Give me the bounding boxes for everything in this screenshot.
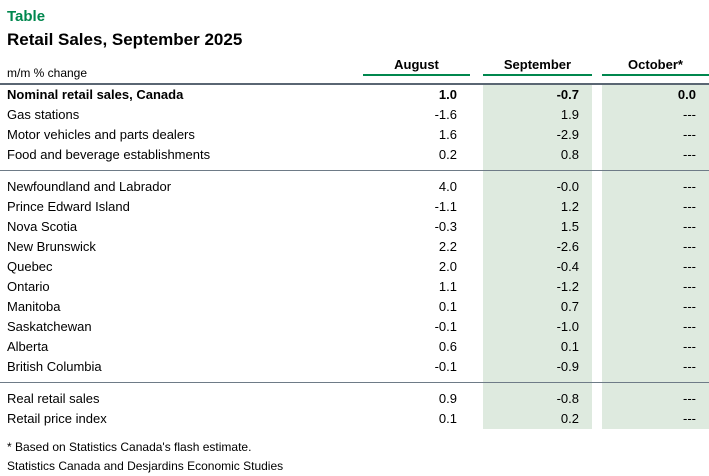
cell-september: -0.0 (556, 179, 579, 194)
cell-august: 1.6 (438, 127, 457, 142)
table-row: Manitoba 0.1 0.7 --- (0, 297, 709, 317)
cell-september: 1.5 (560, 219, 579, 234)
row-label: Gas stations (7, 107, 80, 122)
row-label: British Columbia (7, 359, 102, 374)
cell-august: -1.1 (434, 199, 457, 214)
cell-august: 4.0 (438, 179, 457, 194)
table-row: Prince Edward Island -1.1 1.2 --- (0, 197, 709, 217)
cell-august: -0.1 (434, 319, 457, 334)
cell-september: 0.8 (560, 147, 579, 162)
cell-september: -2.6 (556, 239, 579, 254)
table-kicker: Table (7, 8, 46, 25)
row-label: Quebec (7, 259, 53, 274)
cell-september: -1.2 (556, 279, 579, 294)
row-label: Alberta (7, 339, 49, 354)
cell-august: 1.1 (438, 279, 457, 294)
cell-october: --- (683, 259, 696, 274)
table-row: Saskatchewan -0.1 -1.0 --- (0, 317, 709, 337)
cell-september: 0.1 (560, 339, 579, 354)
cell-october: --- (683, 411, 696, 426)
table-row: Alberta 0.6 0.1 --- (0, 337, 709, 357)
cell-august: 0.1 (438, 299, 457, 314)
row-label: Real retail sales (7, 391, 100, 406)
table-row: Quebec 2.0 -0.4 --- (0, 257, 709, 277)
table-body: Nominal retail sales, Canada 1.0 -0.7 0.0 Ga… (0, 85, 709, 429)
september-column-shading (483, 85, 592, 429)
october-column-shading (602, 85, 709, 429)
cell-october: --- (683, 359, 696, 374)
cell-august: 2.2 (438, 239, 457, 254)
row-label: Newfoundland and Labrador (7, 179, 172, 194)
cell-september: -2.9 (556, 127, 579, 142)
row-label: Food and beverage establishments (7, 147, 211, 162)
cell-september: -0.9 (556, 359, 579, 374)
footnote-source: Statistics Canada and Desjardins Economi… (7, 459, 284, 473)
cell-october: --- (683, 147, 696, 162)
cell-september: -0.8 (556, 391, 579, 406)
cell-september: -1.0 (556, 319, 579, 334)
table-row: British Columbia -0.1 -0.9 --- (0, 357, 709, 377)
section-divider (0, 170, 709, 171)
page-title: Retail Sales, September 2025 (7, 30, 243, 49)
cell-august: -1.6 (434, 107, 457, 122)
cell-september: 0.7 (560, 299, 579, 314)
row-label: Nova Scotia (7, 219, 78, 234)
cell-october: --- (683, 239, 696, 254)
footnotes: * Based on Statistics Canada's flash est… (0, 438, 709, 476)
column-header-october: October* (602, 57, 709, 76)
row-label: New Brunswick (7, 239, 96, 254)
cell-august: 0.1 (438, 411, 457, 426)
cell-august: 1.0 (438, 87, 457, 102)
cell-october: --- (683, 127, 696, 142)
cell-september: 1.2 (560, 199, 579, 214)
row-label: Motor vehicles and parts dealers (7, 127, 195, 142)
row-label: Nominal retail sales, Canada (7, 87, 184, 102)
row-label: Manitoba (7, 299, 61, 314)
cell-september: 0.2 (560, 411, 579, 426)
cell-october: --- (683, 107, 696, 122)
table-row: Motor vehicles and parts dealers 1.6 -2.9 -… (0, 125, 709, 145)
cell-september: 1.9 (560, 107, 579, 122)
data-table: m/m % change August September October* N… (0, 57, 709, 429)
section-divider (0, 382, 709, 383)
row-label: Ontario (7, 279, 50, 294)
column-header-august: August (363, 57, 470, 76)
row-label: Prince Edward Island (7, 199, 130, 214)
cell-october: --- (683, 179, 696, 194)
cell-august: 0.6 (438, 339, 457, 354)
row-label: Saskatchewan (7, 319, 92, 334)
cell-october: --- (683, 219, 696, 234)
cell-october: --- (683, 339, 696, 354)
table-row: Gas stations -1.6 1.9 --- (0, 105, 709, 125)
table-row: Nominal retail sales, Canada 1.0 -0.7 0.0 (0, 85, 709, 105)
cell-october: --- (683, 391, 696, 406)
cell-october: --- (683, 299, 696, 314)
table-row: Real retail sales 0.9 -0.8 --- (0, 389, 709, 409)
cell-october: --- (683, 199, 696, 214)
table-row: Food and beverage establishments 0.2 0.8 --… (0, 145, 709, 165)
table-header-row: m/m % change August September October* (0, 57, 709, 85)
cell-october: 0.0 (677, 87, 696, 102)
table-row: Ontario 1.1 -1.2 --- (0, 277, 709, 297)
unit-label: m/m % change (7, 66, 88, 80)
cell-october: --- (683, 319, 696, 334)
table-row: Newfoundland and Labrador 4.0 -0.0 --- (0, 177, 709, 197)
footnote-flash-estimate: * Based on Statistics Canada's flash est… (7, 440, 252, 454)
cell-august: 2.0 (438, 259, 457, 274)
table-row: New Brunswick 2.2 -2.6 --- (0, 237, 709, 257)
cell-september: -0.4 (556, 259, 579, 274)
cell-august: -0.3 (434, 219, 457, 234)
column-header-september: September (483, 57, 592, 76)
cell-september: -0.7 (556, 87, 579, 102)
cell-october: --- (683, 279, 696, 294)
table-row: Retail price index 0.1 0.2 --- (0, 409, 709, 429)
cell-august: -0.1 (434, 359, 457, 374)
row-label: Retail price index (7, 411, 107, 426)
table-row: Nova Scotia -0.3 1.5 --- (0, 217, 709, 237)
cell-august: 0.9 (438, 391, 457, 406)
cell-august: 0.2 (438, 147, 457, 162)
